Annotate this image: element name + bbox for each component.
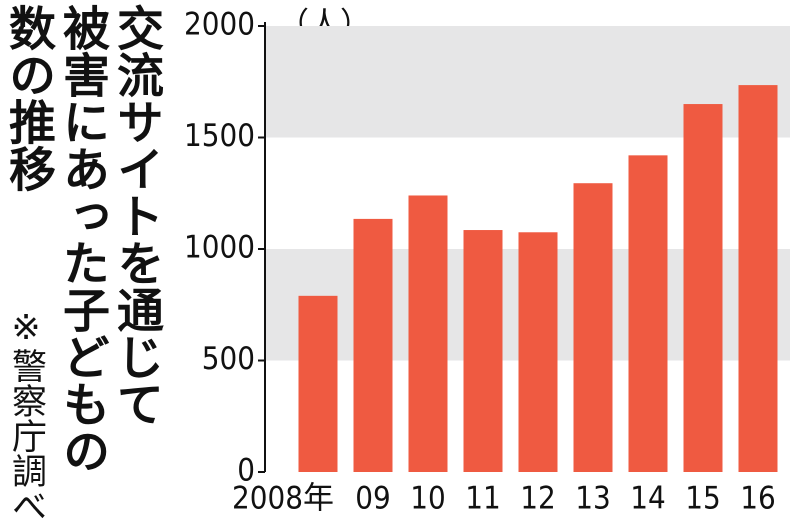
- title-line: 被害にあった子どもの: [54, 4, 109, 474]
- x-tick-label: 15: [685, 481, 720, 517]
- x-tick-label: 2008年: [232, 481, 334, 517]
- bar: [353, 218, 393, 472]
- x-tick-label: 14: [630, 481, 665, 517]
- source-note: ※警察庁調べ: [6, 308, 46, 523]
- bar: [298, 295, 338, 472]
- y-tick-label: 1500: [184, 118, 255, 154]
- x-tick-label: 12: [520, 481, 555, 517]
- y-tick-label: 500: [202, 341, 255, 377]
- bar: [628, 155, 668, 472]
- bar: [683, 104, 723, 473]
- title-line: 交流サイトを通じて: [108, 4, 163, 427]
- x-tick-label: 13: [575, 481, 610, 517]
- bar: [738, 85, 778, 472]
- y-tick-label: 0: [237, 453, 255, 489]
- x-tick-label: 09: [355, 481, 390, 517]
- bar: [408, 195, 448, 473]
- y-tick-label: 1000: [184, 230, 255, 266]
- x-tick-label: 11: [465, 481, 500, 517]
- bar: [518, 232, 558, 472]
- y-tick-label: 2000: [184, 7, 255, 43]
- x-tick-label: 16: [740, 481, 775, 517]
- title-line: 数の推移: [0, 4, 55, 192]
- bar: [463, 230, 503, 472]
- bar: [573, 183, 613, 472]
- x-tick-label: 10: [410, 481, 445, 517]
